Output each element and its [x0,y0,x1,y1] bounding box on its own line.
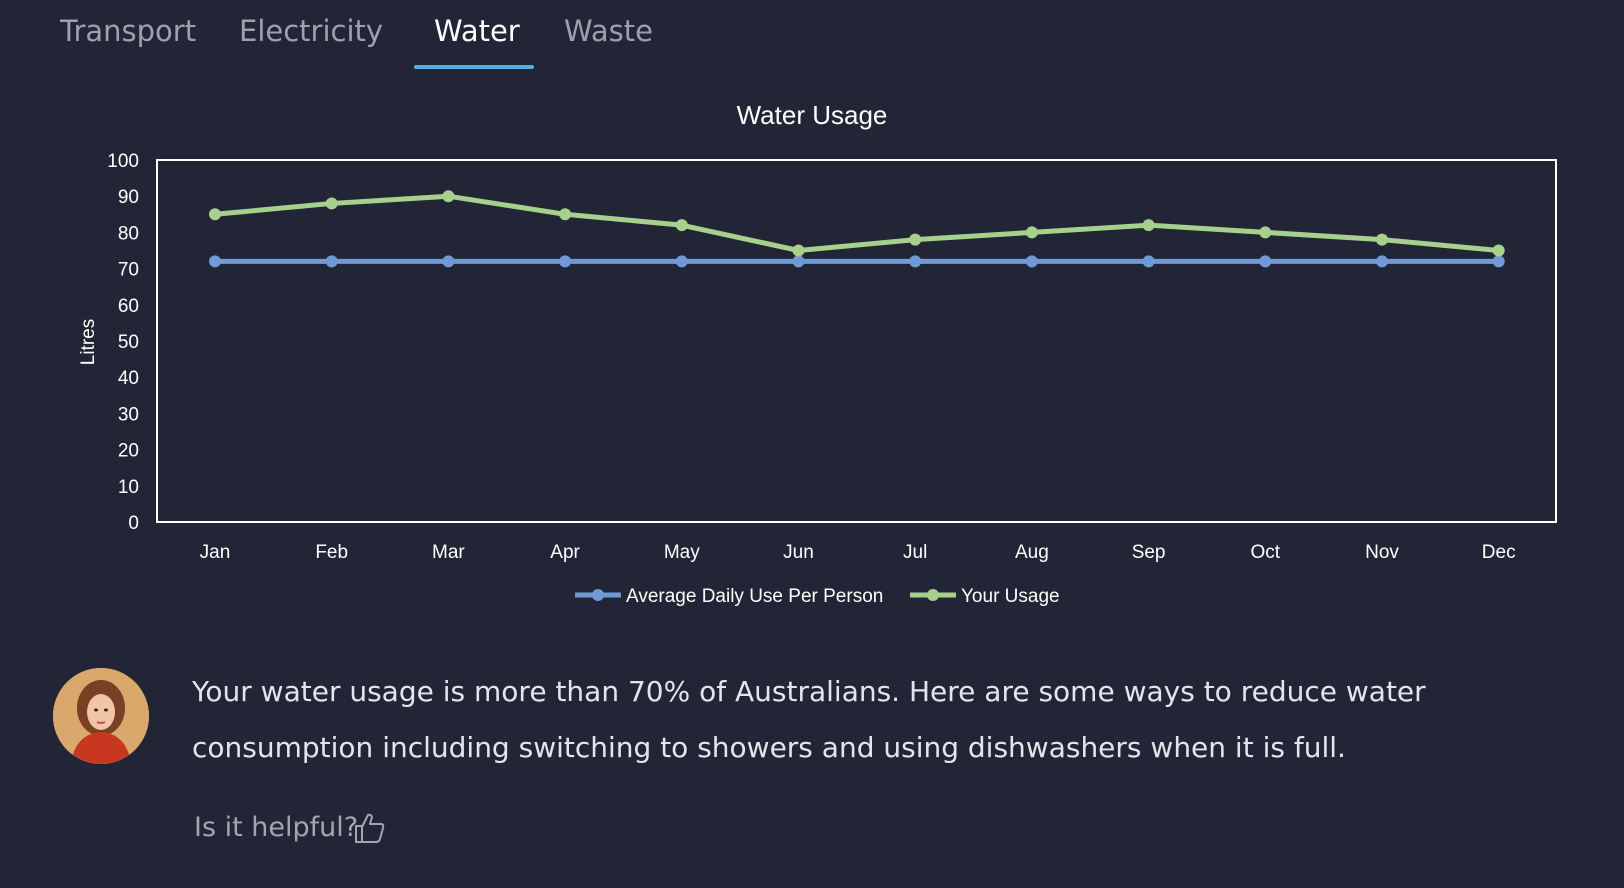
data-point [792,244,805,257]
data-point [325,255,338,268]
data-point [1376,255,1388,268]
data-point [1142,255,1155,268]
x-tick-label: Oct [1251,542,1281,563]
x-tick-label: Apr [550,542,580,563]
data-point [1492,255,1505,268]
data-point [1025,226,1038,239]
legend-label: Average Daily Use Per Person [626,586,883,607]
data-point [559,208,572,221]
data-point [1259,255,1272,268]
y-tick-label: 70 [118,260,139,281]
active-tab-indicator [414,65,534,69]
y-tick-label: 20 [118,441,139,462]
data-point [209,255,221,268]
y-tick-label: 50 [118,332,139,353]
data-point [1376,233,1388,246]
x-tick-label: Jan [200,542,231,563]
data-point [792,255,805,268]
x-tick-label: Dec [1482,542,1516,563]
data-point [909,233,922,246]
data-point [559,255,572,268]
tab-transport[interactable]: Transport [60,14,197,48]
series-line-your-usage [214,193,1499,253]
data-point [442,255,455,268]
data-point [1142,219,1155,232]
y-tick-label: 30 [118,404,139,425]
x-tick-label: Mar [432,542,465,563]
legend-label: Your Usage [961,586,1060,607]
legend: Average Daily Use Per Person Your Usage [575,586,1060,607]
legend-swatch-marker [927,589,939,601]
series-group [209,190,1505,268]
legend-swatch-marker [592,589,604,601]
plot-area [156,159,1557,523]
y-axis-ticks: 0 10 20 30 40 50 60 70 80 90 100 [107,151,139,534]
tab-water[interactable]: Water [434,14,520,48]
x-tick-label: Aug [1015,542,1049,563]
y-axis-label: Litres [78,319,99,365]
y-tick-label: 10 [118,477,139,498]
data-point [1259,226,1272,239]
data-point [1492,244,1505,257]
tab-bar: Transport Electricity Water Waste [0,0,1624,72]
tab-waste[interactable]: Waste [564,14,653,48]
chart-title: Water Usage [737,100,888,130]
data-point [325,197,338,210]
y-tick-label: 90 [118,187,139,208]
insight-message: Your water usage is more than 70% of Aus… [192,675,1426,764]
tab-electricity[interactable]: Electricity [239,14,384,48]
y-tick-label: 0 [128,513,139,534]
x-tick-label: Sep [1132,542,1166,563]
data-point [675,255,688,268]
x-tick-label: Nov [1365,542,1399,563]
y-tick-label: 100 [107,151,139,172]
thumbs-up-icon[interactable] [352,810,388,846]
data-point [1025,255,1038,268]
x-tick-label: Feb [315,542,348,563]
water-usage-chart: Water Usage Litres 0 10 20 30 40 50 60 70 80 90 10… [78,100,1557,607]
x-tick-label: Jul [903,542,927,563]
avatar [53,668,149,764]
feedback-prompt: Is it helpful? [194,812,359,843]
data-point [675,219,688,232]
x-tick-label: May [664,542,700,563]
x-axis-ticks: Jan Feb Mar Apr May Jun Jul Aug Sep Oct Nov Dec [200,542,1516,563]
y-tick-label: 80 [118,223,139,244]
data-point [909,255,922,268]
user-avatar [53,668,149,764]
data-point [209,208,221,221]
y-tick-label: 60 [118,296,139,317]
y-tick-label: 40 [118,368,139,389]
data-point [442,190,455,203]
x-tick-label: Jun [783,542,814,563]
